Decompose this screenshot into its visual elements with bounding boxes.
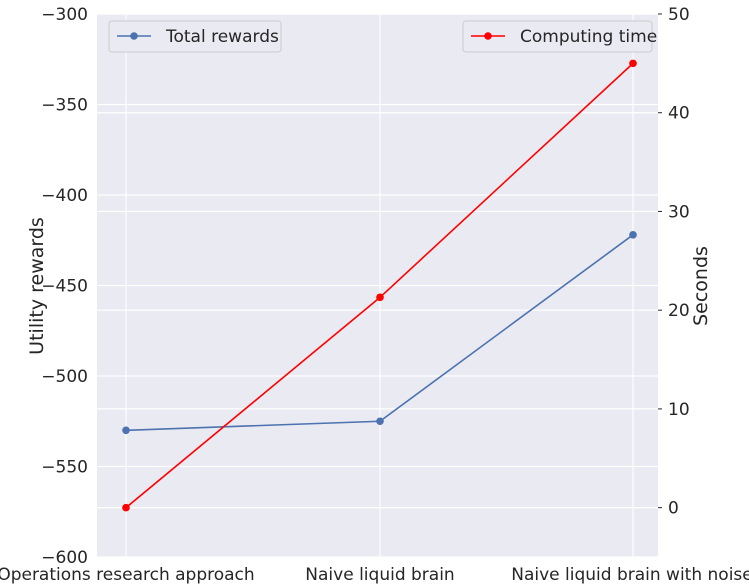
x-tick-label: Operations research approach: [0, 565, 255, 585]
left-tick-label: −400: [41, 186, 88, 206]
series-layer: [122, 59, 637, 512]
left-tick-label: −550: [41, 458, 88, 478]
series-0-point-2: [629, 231, 637, 239]
left-tick-label: −600: [41, 548, 88, 568]
right-tick-label: 10: [668, 400, 690, 420]
legend-computing-time: Computing time: [462, 20, 657, 53]
left-tick-label: −300: [41, 5, 88, 25]
left-tick-label: −500: [41, 367, 88, 387]
right-tick-label: 50: [668, 5, 690, 25]
right-tick-label: 30: [668, 202, 690, 222]
grid: [97, 13, 658, 558]
series-1-point-2: [629, 59, 637, 68]
right-tick-label: 20: [668, 301, 690, 321]
series-0-point-1: [376, 417, 384, 426]
x-tick-label: Naive liquid brain: [305, 565, 454, 585]
left-axis-label: Utility rewards: [26, 217, 48, 355]
right-axis-ticks: 0 10 20 30 40 50: [658, 5, 690, 519]
left-tick-label: −350: [41, 96, 88, 116]
left-tick-label: −450: [41, 277, 88, 297]
series-1-point-1: [376, 293, 384, 302]
legend-total-rewards-label: Total rewards: [165, 27, 279, 47]
x-tick-label: Naive liquid brain with noise: [511, 565, 749, 585]
legend-computing-time-label: Computing time: [520, 27, 657, 47]
right-tick-label: 0: [668, 499, 679, 519]
x-axis-ticks: Operations research approach Naive liquid…: [0, 565, 749, 585]
series-0-point-0: [122, 426, 130, 435]
left-axis-ticks: −300 −350 −400 −450 −500 −550 −600: [41, 5, 88, 568]
legend-total-rewards: Total rewards: [108, 20, 282, 53]
series-1-point-0: [122, 503, 130, 512]
right-axis-label: Seconds: [690, 246, 712, 326]
right-tick-label: 40: [668, 104, 690, 124]
